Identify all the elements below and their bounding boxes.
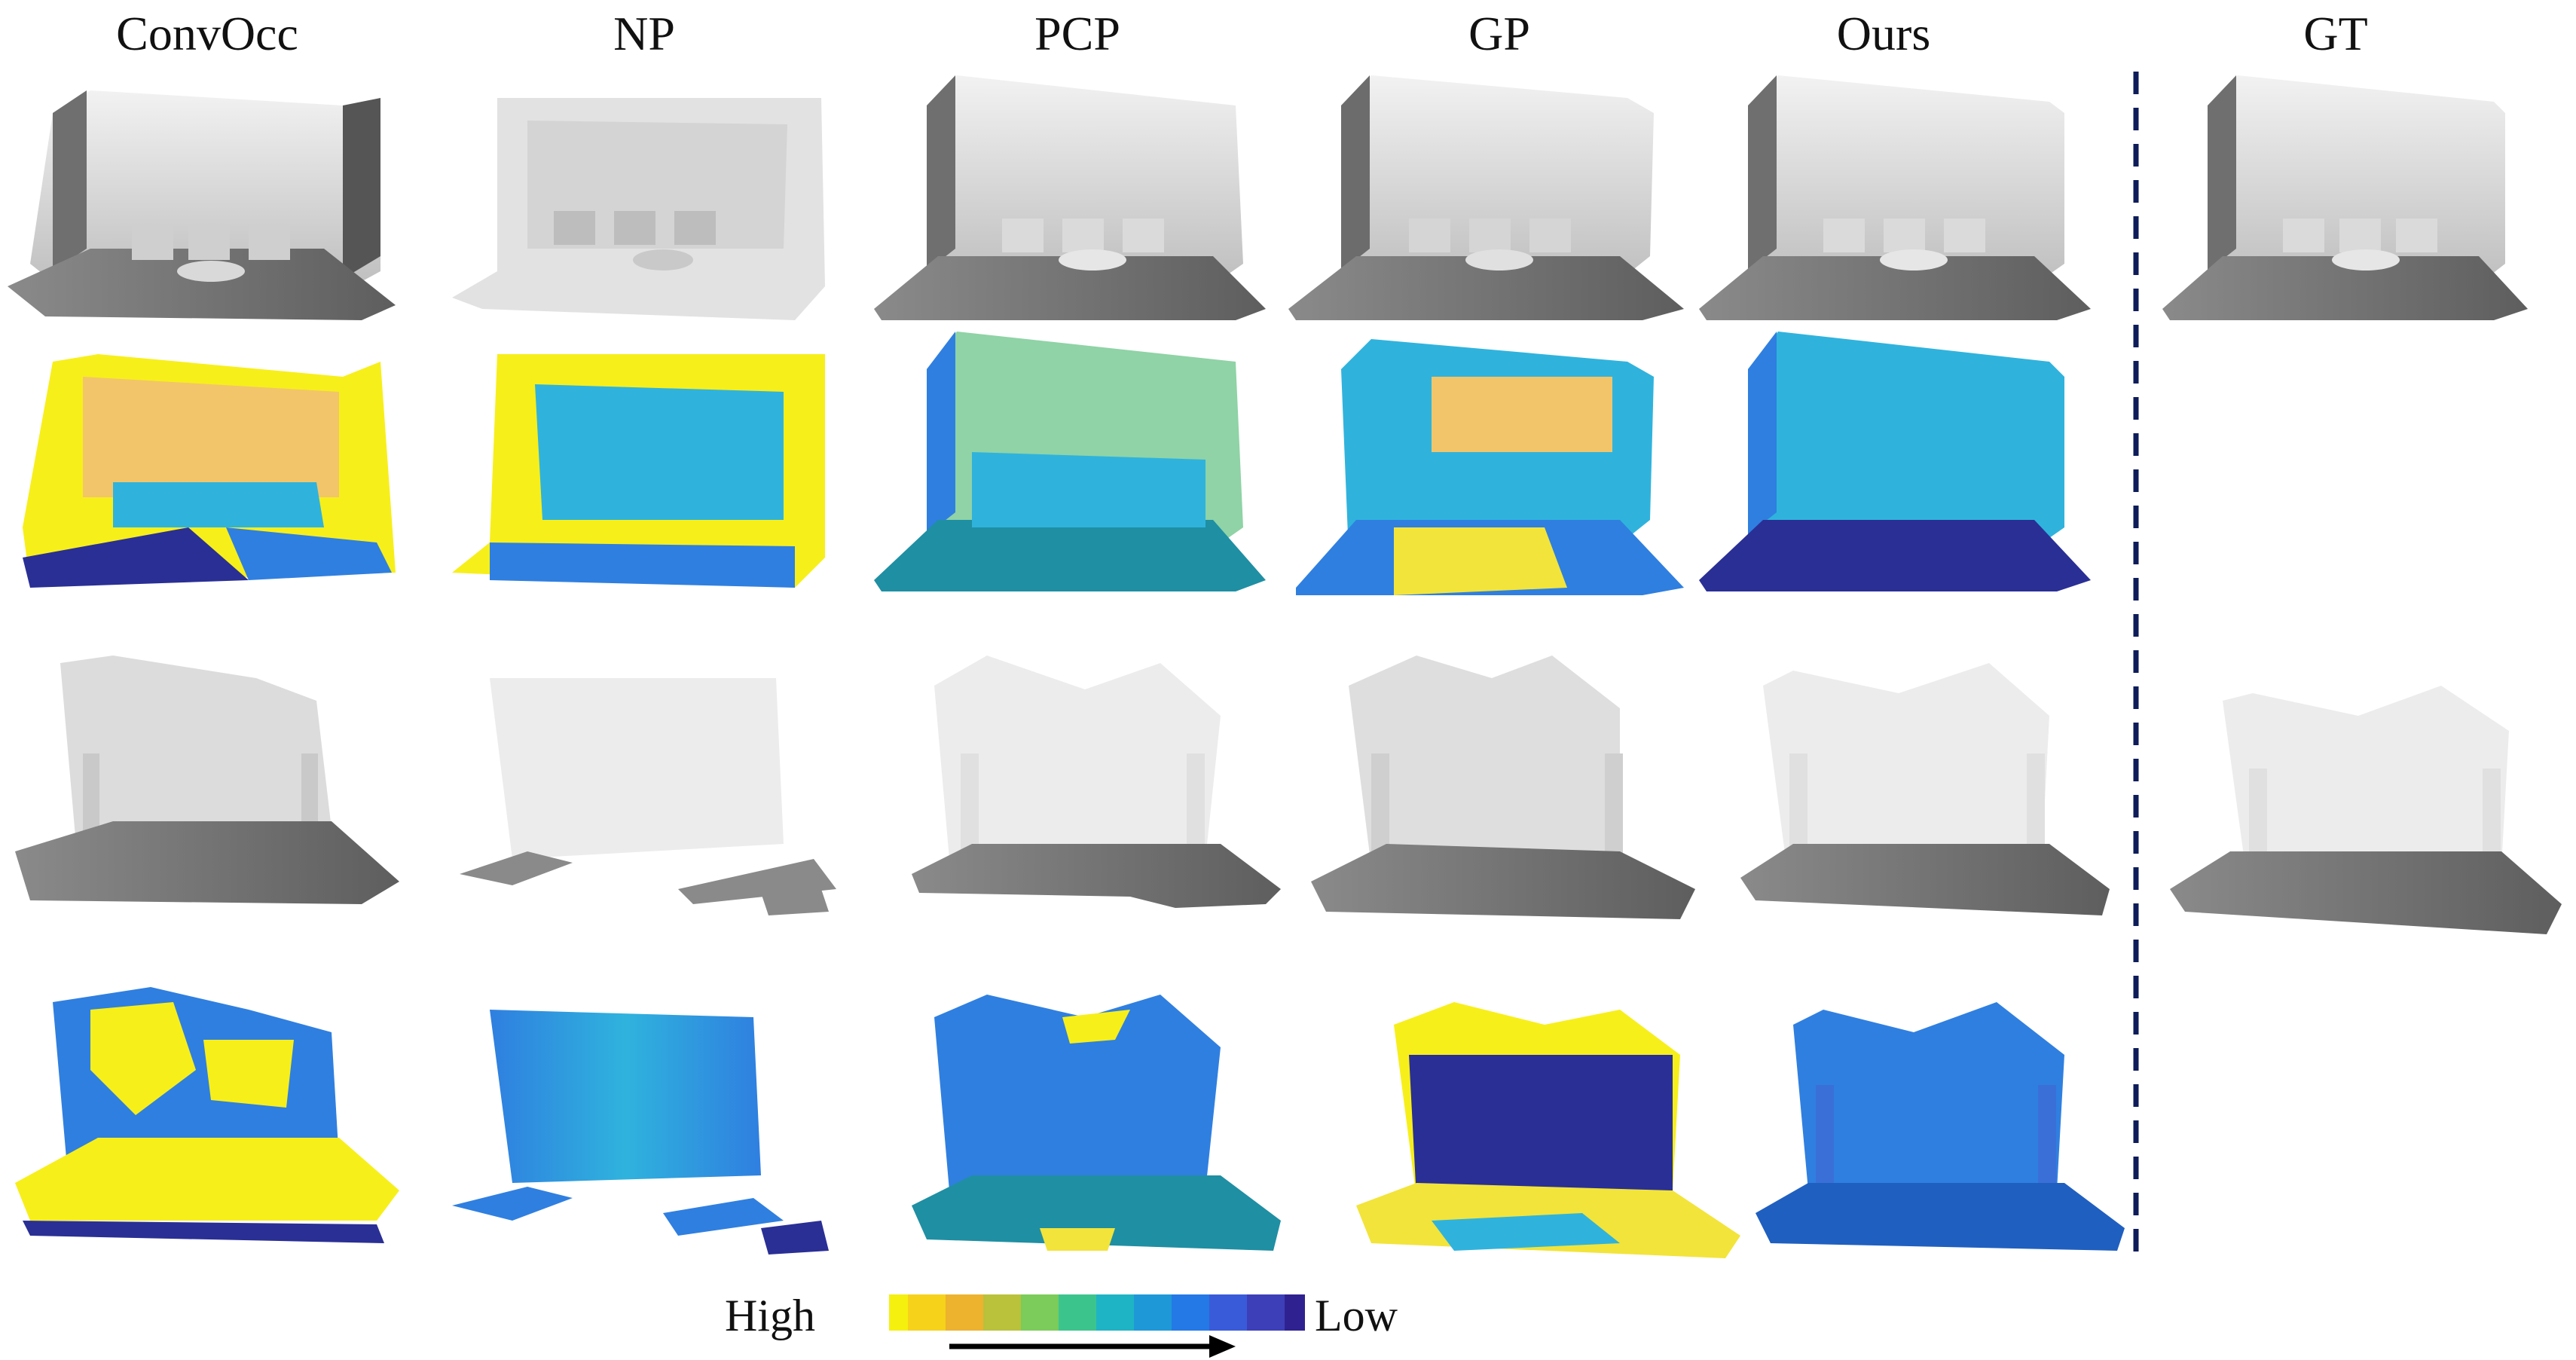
room-error-gp <box>1296 339 1684 595</box>
colorbar-segment <box>1021 1294 1059 1331</box>
facade-mesh-np <box>460 678 836 915</box>
facade-error-gp <box>1356 1002 1740 1258</box>
room-error-convocc <box>23 354 396 588</box>
colorbar-segment <box>946 1294 983 1331</box>
colorbar-segment <box>1172 1294 1209 1331</box>
colorbar-segment <box>1285 1294 1305 1331</box>
room-error-ours <box>1699 332 2091 591</box>
column-title-gp: GP <box>1468 7 1530 60</box>
column-title-convocc: ConvOcc <box>116 7 298 60</box>
legend-colorbar <box>889 1294 1305 1331</box>
room-mesh-ours <box>1699 75 2091 320</box>
room-mesh-np <box>452 98 825 320</box>
room-mesh-gt <box>2162 75 2528 320</box>
facade-mesh-ours <box>1740 663 2110 915</box>
facade-mesh-gt <box>2170 686 2562 934</box>
column-title-gt: GT <box>2303 7 2368 60</box>
legend-high-label: High <box>725 1291 815 1340</box>
facade-mesh-pcp <box>912 656 1281 908</box>
room-mesh-pcp <box>874 75 1266 320</box>
facade-mesh-convocc <box>15 656 399 904</box>
facade-error-pcp <box>912 995 1281 1251</box>
colorbar-segment <box>1134 1294 1172 1331</box>
colorbar-segment <box>908 1294 946 1331</box>
room-mesh-convocc <box>8 90 396 320</box>
colorbar-segment <box>983 1294 1021 1331</box>
colorbar-segment <box>1096 1294 1134 1331</box>
legend-low-label: Low <box>1315 1291 1398 1340</box>
legend-arrow <box>949 1335 1236 1358</box>
room-mesh-gp <box>1288 75 1684 320</box>
colorbar-segment <box>1059 1294 1096 1331</box>
room-error-pcp <box>874 332 1266 591</box>
facade-error-ours <box>1756 1002 2125 1251</box>
column-title-ours: Ours <box>1836 7 1931 60</box>
facade-error-np <box>452 1010 829 1255</box>
facade-error-convocc <box>15 987 399 1243</box>
colorbar-segment <box>1209 1294 1247 1331</box>
room-error-np <box>452 354 825 588</box>
facade-mesh-gp <box>1311 656 1695 919</box>
column-title-pcp: PCP <box>1034 7 1120 60</box>
colorbar-segment <box>1247 1294 1285 1331</box>
colorbar-segment <box>889 1294 908 1331</box>
column-title-np: NP <box>613 7 675 60</box>
